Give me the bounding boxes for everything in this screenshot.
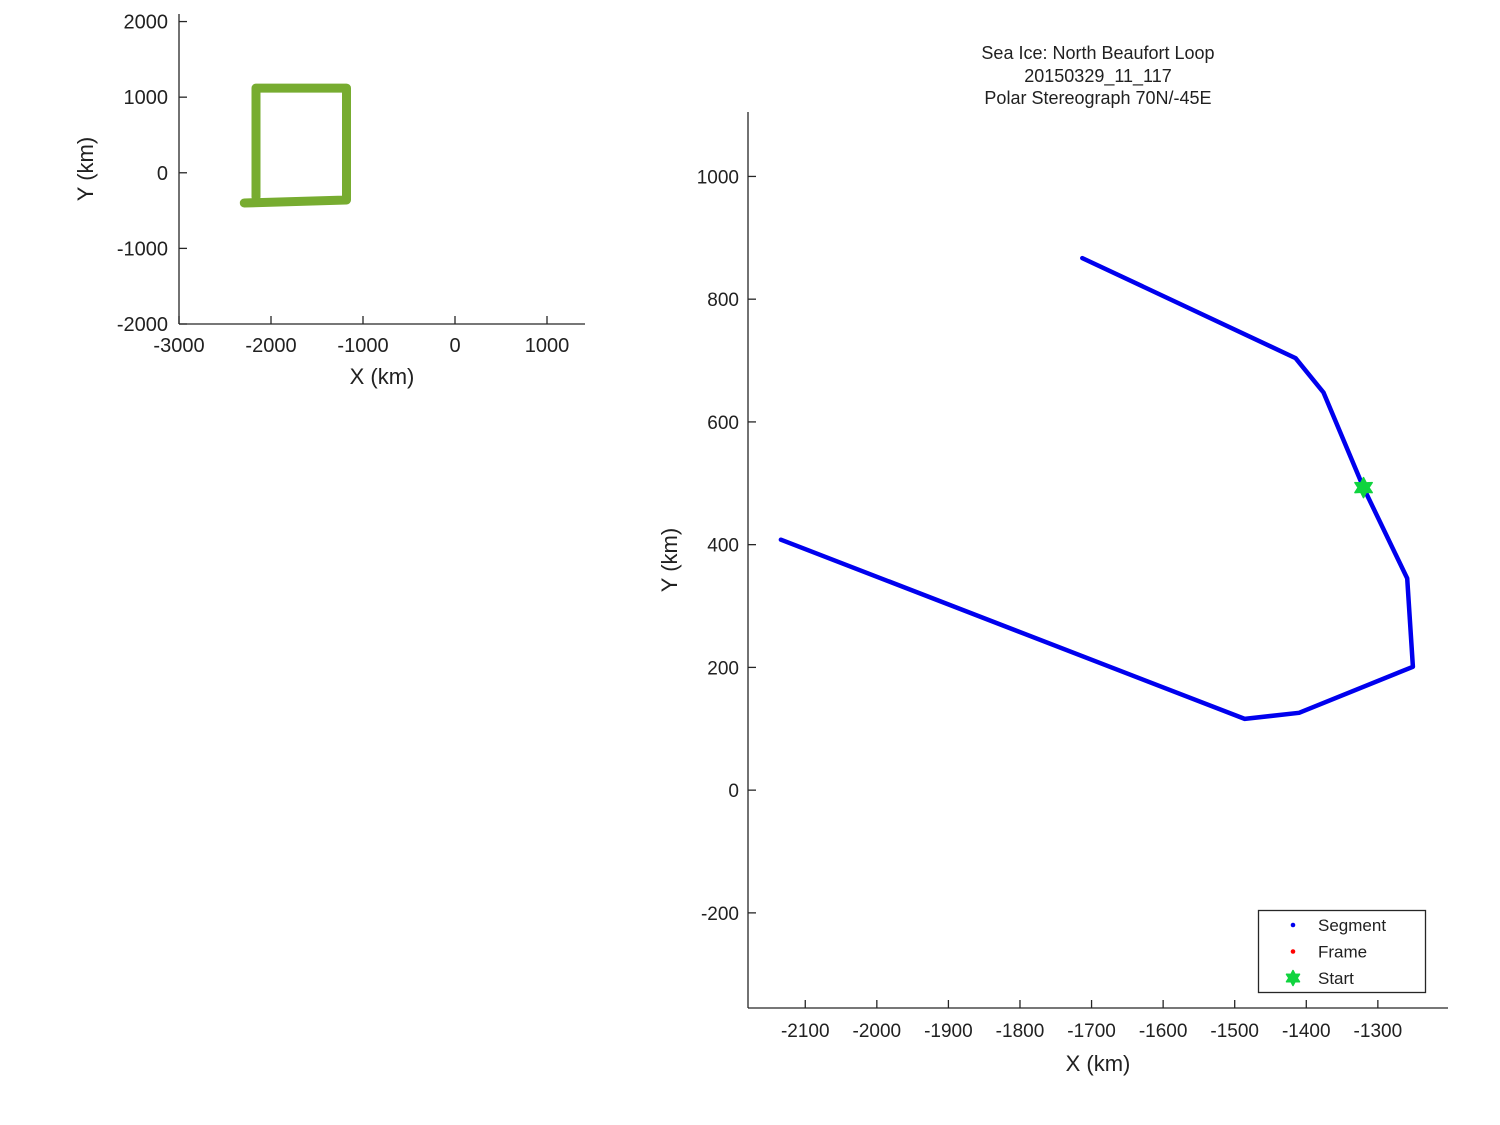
overview-plot: X (km) Y (km) -3000 -2000 -1000 0 1000-2000-…: [73, 12, 585, 389]
y-tick-label: 0: [728, 781, 739, 802]
y-tick-label: -1000: [117, 238, 168, 260]
x-tick-label: -1400: [1282, 1021, 1331, 1042]
y-tick-label: 800: [707, 290, 739, 311]
y-tick-label: 2000: [124, 12, 169, 34]
series-line-segment: [778, 255, 1416, 722]
start-marker: [1354, 476, 1373, 499]
overview-xlabel: X (km): [350, 364, 415, 389]
plot-title-line3: Polar Stereograph 70N/-45E: [984, 88, 1211, 108]
y-tick-label: -2000: [117, 314, 168, 336]
legend-label-frame: Frame: [1318, 943, 1367, 962]
plot-title-line1: Sea Ice: North Beaufort Loop: [981, 43, 1214, 63]
y-tick-label: 200: [707, 658, 739, 679]
legend-label-start: Start: [1318, 969, 1354, 988]
overview-ylabel: Y (km): [73, 137, 98, 201]
x-tick-label: -2000: [853, 1021, 902, 1042]
series-line-footprint-loop: [239, 83, 351, 208]
x-tick-label: -1300: [1354, 1021, 1403, 1042]
x-tick-label: -3000: [153, 335, 204, 357]
x-tick-label: -1500: [1210, 1021, 1259, 1042]
y-tick-label: -200: [701, 904, 739, 925]
main-xlabel: X (km): [1066, 1051, 1131, 1076]
y-tick-label: 600: [707, 413, 739, 434]
legend: Segment Frame Start: [1257, 909, 1427, 994]
y-tick-label: 1000: [124, 87, 169, 109]
x-tick-label: -1900: [924, 1021, 973, 1042]
x-tick-label: -2100: [781, 1021, 830, 1042]
x-tick-label: -1000: [337, 335, 388, 357]
x-tick-label: -1600: [1139, 1021, 1188, 1042]
x-tick-label: 0: [449, 335, 460, 357]
y-tick-label: 400: [707, 536, 739, 557]
legend-marker-frame: [1290, 949, 1296, 954]
plot-title-line2: 20150329_11_117: [1024, 66, 1172, 87]
main-trajectory-plot: Sea Ice: North Beaufort Loop 20150329_11…: [657, 43, 1448, 1076]
x-tick-label: -1800: [996, 1021, 1045, 1042]
main-ylabel: Y (km): [657, 528, 682, 592]
legend-label-segment: Segment: [1318, 916, 1386, 935]
x-tick-label: -1700: [1067, 1021, 1116, 1042]
legend-marker-start: [1285, 969, 1301, 987]
y-tick-label: 0: [157, 163, 168, 185]
legend-box: [1257, 909, 1427, 994]
x-tick-label: 1000: [525, 335, 570, 357]
legend-marker-segment: [1290, 922, 1296, 928]
x-tick-label: -2000: [245, 335, 296, 357]
y-tick-label: 1000: [697, 167, 739, 188]
